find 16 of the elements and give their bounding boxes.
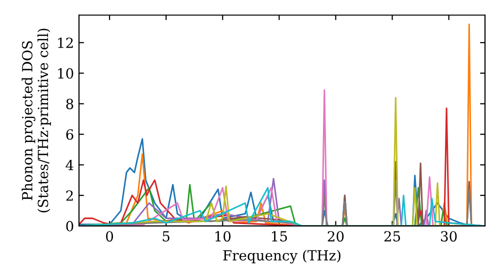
y-tick-label: 0 xyxy=(66,220,74,232)
y-tick-label: 10 xyxy=(58,68,74,79)
x-tick-label: 30 xyxy=(441,231,457,242)
x-tick-label: 0 xyxy=(106,231,114,242)
x-axis-title: Frequency (THz) xyxy=(223,250,340,264)
y-tick-label: 6 xyxy=(66,129,74,140)
x-tick-label: 5 xyxy=(162,231,170,242)
y-tick-label: 2 xyxy=(66,190,73,201)
x-tick-label: 25 xyxy=(384,231,400,242)
y-tick-label: 8 xyxy=(66,98,74,110)
x-tick-label: 10 xyxy=(215,231,231,242)
x-tick-label: 20 xyxy=(328,231,344,242)
y-tick-label: 4 xyxy=(66,160,74,170)
y-axis-title: Phonon projected DOS (States/THz·primitive cell) xyxy=(22,28,51,212)
y-tick-label: 12 xyxy=(58,38,73,48)
x-tick-label: 15 xyxy=(272,231,287,242)
